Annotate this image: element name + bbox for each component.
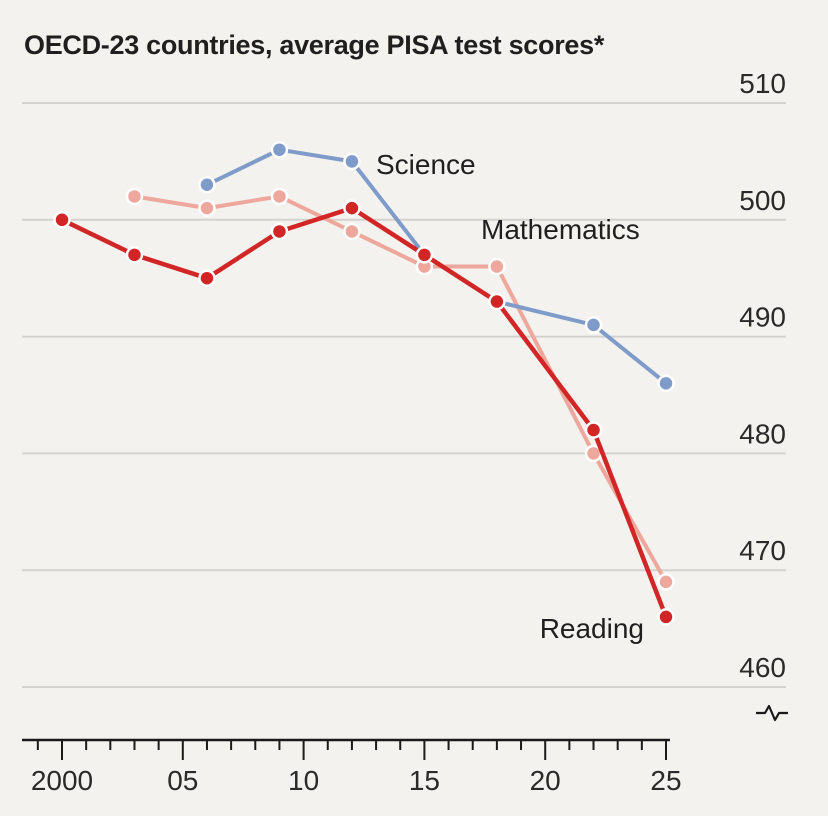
x-tick-label: 25 — [650, 765, 681, 796]
data-point-reading — [343, 199, 361, 217]
data-point-reading — [270, 222, 289, 241]
data-point-reading — [488, 292, 506, 311]
y-tick-label: 480 — [739, 418, 786, 449]
series-line-reading — [59, 205, 669, 620]
series-label-mathematics: Mathematics — [481, 214, 640, 245]
y-tick-label: 510 — [739, 68, 786, 99]
data-point-reading — [125, 246, 144, 264]
chart-title: OECD-23 countries, average PISA test sco… — [24, 30, 605, 60]
data-point-reading — [657, 608, 675, 626]
data-point-science — [198, 176, 216, 194]
data-point-reading — [198, 269, 216, 287]
data-point-reading — [415, 246, 434, 264]
series-label-science: Science — [376, 149, 476, 180]
data-point-science — [657, 374, 675, 393]
y-tick-label: 490 — [739, 302, 786, 333]
x-tick-label: 05 — [167, 765, 198, 796]
axis-break-icon — [756, 704, 788, 722]
data-point-reading — [53, 211, 71, 229]
y-tick-label: 500 — [739, 185, 786, 216]
y-tick-label: 470 — [739, 535, 786, 566]
data-point-science — [343, 152, 361, 171]
data-point-science — [270, 140, 289, 159]
data-point-science — [584, 316, 603, 334]
x-tick-label: 2000 — [31, 765, 93, 796]
y-tick-label: 460 — [739, 652, 786, 683]
data-point-mathematics — [488, 257, 506, 276]
x-tick-label: 20 — [530, 765, 561, 796]
series-line-mathematics — [132, 194, 668, 584]
data-point-mathematics — [198, 199, 216, 217]
x-tick-label: 10 — [288, 765, 319, 796]
data-point-mathematics — [125, 187, 144, 206]
data-point-reading — [584, 421, 603, 439]
series-label-reading: Reading — [540, 613, 644, 644]
data-point-mathematics — [270, 187, 289, 206]
data-point-mathematics — [343, 222, 361, 241]
x-tick-label: 15 — [409, 765, 440, 796]
data-point-mathematics — [657, 573, 675, 591]
